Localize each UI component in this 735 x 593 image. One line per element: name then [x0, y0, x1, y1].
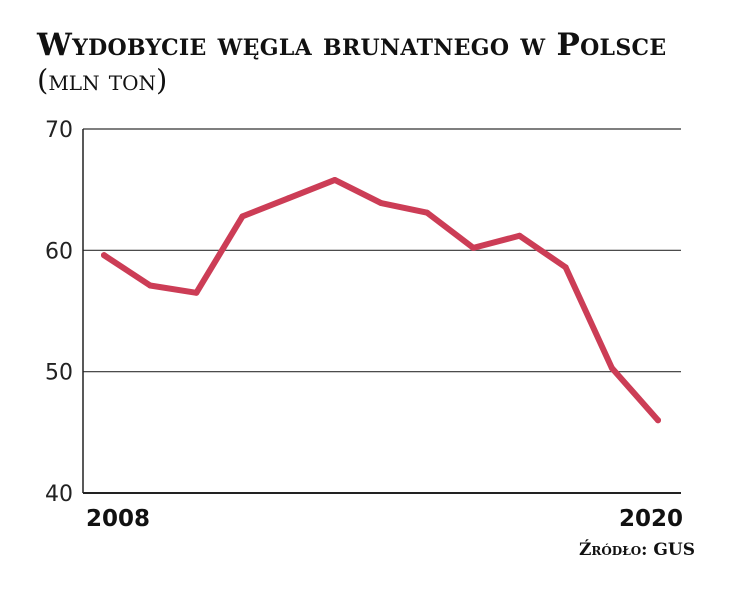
y-tick-label: 40 — [45, 482, 73, 507]
data-point — [655, 417, 661, 424]
y-tick-labels: 40 50 60 70 — [45, 118, 73, 507]
chart-subtitle: (mln ton) — [37, 63, 168, 97]
data-point — [331, 176, 338, 183]
data-point — [147, 282, 154, 289]
data-point — [285, 195, 292, 202]
data-point — [424, 209, 431, 216]
series-line-0 — [101, 176, 661, 424]
data-point — [193, 289, 200, 296]
series-group — [101, 176, 661, 424]
chart-title: Wydobycie węgla brunatnego w Polsce — [37, 27, 667, 63]
x-tick-labels: 2008 2020 — [86, 506, 683, 532]
x-tick-label: 2020 — [619, 506, 683, 532]
data-point — [239, 213, 246, 220]
y-tick-label: 50 — [45, 361, 73, 386]
y-tick-label: 70 — [45, 118, 73, 143]
data-point — [378, 200, 384, 207]
source-note: Źródło: GUS — [578, 540, 695, 560]
data-point — [516, 232, 523, 239]
x-tick-label: 2008 — [86, 506, 150, 532]
data-point — [470, 244, 477, 251]
grid-lines — [83, 128, 681, 373]
data-point — [562, 264, 569, 271]
y-tick-label: 60 — [45, 239, 73, 264]
data-point — [101, 252, 107, 259]
data-point — [608, 365, 615, 372]
